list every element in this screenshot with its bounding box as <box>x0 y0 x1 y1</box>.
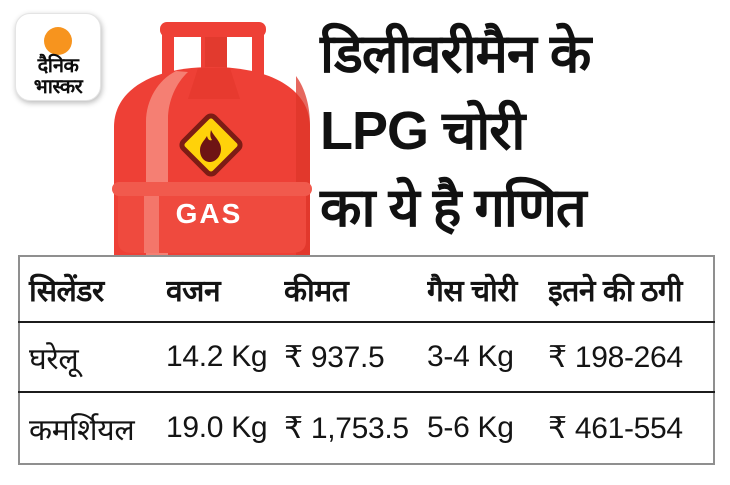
gas-cylinder-icon: GAS <box>112 22 312 255</box>
col-header-weight: वजन <box>166 274 221 308</box>
cell-fraud-amount: ₹ 198-264 <box>548 340 683 374</box>
cell-cylinder: कमर्शियल <box>29 413 135 447</box>
col-header-gas-stolen: गैस चोरी <box>427 274 517 308</box>
dainik-bhaskar-logo: दैनिक भास्कर <box>15 13 101 101</box>
cell-cylinder: घरेलू <box>29 342 79 376</box>
cell-gas-stolen: 5-6 Kg <box>427 411 514 444</box>
logo-line1: दैनिक <box>37 55 79 77</box>
title-line-3: का ये है गणित <box>320 178 587 238</box>
logo-line2: भास्कर <box>33 76 83 98</box>
logo-sun-icon <box>44 27 72 55</box>
flammable-warning-icon <box>179 113 243 177</box>
cell-price: ₹ 937.5 <box>284 340 385 374</box>
title-line-1: डिलीवरीमैन के <box>320 24 591 84</box>
table-header-row: सिलेंडर वजन कीमत गैस चोरी इतने की ठगी <box>19 256 714 322</box>
col-header-cylinder: सिलेंडर <box>29 274 104 308</box>
title-line-2: LPG चोरी <box>320 101 525 161</box>
col-header-price: कीमत <box>284 274 349 308</box>
lpg-theft-table: सिलेंडर वजन कीमत गैस चोरी इतने की ठगी घर… <box>18 255 715 465</box>
cell-fraud-amount: ₹ 461-554 <box>548 411 683 445</box>
cell-weight: 14.2 Kg <box>166 340 268 373</box>
logo-text: दैनिक भास्कर <box>34 56 83 98</box>
col-header-fraud-amount: इतने की ठगी <box>548 274 683 308</box>
page-title: डिलीवरीमैन के LPG चोरी का ये है गणित <box>320 16 722 247</box>
cell-price: ₹ 1,753.5 <box>284 411 409 445</box>
table-row-commercial: कमर्शियल 19.0 Kg ₹ 1,753.5 5-6 Kg ₹ 461-… <box>19 392 714 464</box>
cell-weight: 19.0 Kg <box>166 411 268 444</box>
table-row-domestic: घरेलू 14.2 Kg ₹ 937.5 3-4 Kg ₹ 198-264 <box>19 322 714 392</box>
gas-label: GAS <box>176 198 243 229</box>
cell-gas-stolen: 3-4 Kg <box>427 340 514 373</box>
